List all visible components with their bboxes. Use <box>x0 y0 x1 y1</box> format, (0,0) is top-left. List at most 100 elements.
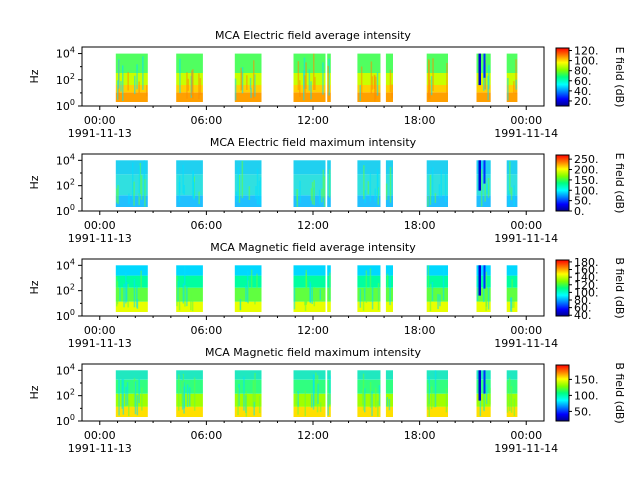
x-tick-label: 12:00 <box>297 429 329 442</box>
spectrogram-band <box>357 92 381 102</box>
spectrogram-streak <box>319 402 322 412</box>
spectrogram-streak <box>238 174 241 203</box>
spectrogram-band <box>176 265 203 276</box>
spectrogram-streak <box>487 178 490 198</box>
spectrogram-streak <box>508 190 510 206</box>
spectrogram-streak <box>483 53 486 78</box>
x-tick-label: 18:00 <box>404 114 436 127</box>
panel-title: MCA Magnetic field average intensity <box>210 241 416 254</box>
spectrogram-streak <box>429 284 432 302</box>
spectrogram-streak <box>515 79 517 90</box>
spectrogram-streak <box>293 287 296 310</box>
spectrogram-streak <box>249 77 252 90</box>
spectrogram-band <box>234 301 262 312</box>
data-block <box>506 265 518 312</box>
spectrogram-band <box>327 370 331 380</box>
spectrogram-band <box>385 174 393 196</box>
data-block <box>385 160 393 207</box>
y-axis-label: Hz <box>28 385 41 399</box>
data-block <box>506 370 518 417</box>
spectrogram-streak <box>374 188 376 202</box>
spectrogram-streak <box>479 394 482 417</box>
data-block <box>357 160 381 207</box>
spectrogram-band <box>506 92 518 102</box>
x-tick-label: 00:00 <box>84 429 116 442</box>
colorbar-tick-label: 140. <box>574 271 599 284</box>
data-block <box>426 53 448 102</box>
spectrogram-streak <box>513 398 516 417</box>
spectrogram-band <box>476 92 491 102</box>
data-block <box>506 160 518 207</box>
spectrogram-streak <box>310 81 312 100</box>
spectrogram-streak <box>511 279 513 308</box>
spectrogram-band <box>327 265 331 276</box>
spectrogram-band <box>234 92 262 102</box>
data-block <box>426 160 448 207</box>
colorbar-tick-label: 100. <box>574 286 599 299</box>
spectrogram-streak <box>127 284 129 308</box>
panel-title: MCA Electric field maximum intensity <box>210 136 417 149</box>
spectrogram-streak <box>259 177 262 205</box>
spectrogram-streak <box>252 380 255 408</box>
colorbar-label: E field (dB) <box>613 47 626 108</box>
spectrogram-band <box>234 72 262 85</box>
spectrogram-streak <box>299 80 301 97</box>
y-tick-label: 100 <box>56 98 75 113</box>
colorbar-gradient <box>555 259 570 317</box>
spectrogram-streak <box>240 67 242 91</box>
y-tick-label: 102 <box>56 283 75 298</box>
spectrogram-band <box>293 406 326 417</box>
spectrogram-streak <box>303 70 305 101</box>
colorbar-label: E field (dB) <box>613 153 626 214</box>
data-block <box>357 265 381 312</box>
spectrogram-streak <box>186 384 189 407</box>
spectrogram-streak <box>506 381 509 413</box>
spectrogram-streak <box>434 370 437 408</box>
spectrogram-band <box>327 301 331 312</box>
spectrogram-streak <box>439 294 441 307</box>
spectrogram-band <box>357 393 381 407</box>
spectrogram-streak <box>123 283 125 308</box>
spectrogram-streak <box>305 269 307 300</box>
colorbar-tick-label: 20. <box>574 95 592 108</box>
spectrogram-streak <box>375 387 377 408</box>
spectrogram-streak <box>428 376 430 405</box>
data-block <box>115 53 148 102</box>
x-tick-label: 12:00 <box>297 324 329 337</box>
spectrogram-streak <box>299 180 301 203</box>
spectrogram-streak <box>133 377 136 407</box>
y-tick-label: 102 <box>56 388 75 403</box>
spectrogram-band <box>506 85 518 93</box>
spectrogram-band <box>426 92 448 102</box>
spectrogram-streak <box>254 289 256 305</box>
colorbar-label: B field (dB) <box>613 257 626 318</box>
spectrogram-streak <box>254 373 256 408</box>
x-tick-label: 06:00 <box>191 429 223 442</box>
data-block <box>176 265 203 312</box>
spectrogram-streak <box>478 370 481 401</box>
spectrogram-streak <box>486 183 488 195</box>
spectrogram-band <box>176 195 203 207</box>
spectrogram-streak <box>318 189 321 205</box>
spectrogram-streak <box>364 388 366 413</box>
spectrogram-band <box>357 275 381 288</box>
spectrogram-streak <box>429 79 431 99</box>
spectrogram-streak <box>374 75 376 102</box>
x-tick-label: 00:00 <box>510 429 542 442</box>
spectrogram-streak <box>432 58 434 91</box>
spectrogram-streak <box>127 72 129 91</box>
data-block <box>234 370 262 417</box>
spectrogram-streak <box>193 377 196 411</box>
colorbar: 40.60.80.100.120.140.160.180. B field (dB… <box>555 256 626 322</box>
spectrogram-streak <box>317 383 319 404</box>
spectrogram-band <box>115 393 148 407</box>
spectrogram-streak <box>138 378 140 404</box>
spectrogram-streak <box>360 66 363 94</box>
spectrogram-streak <box>140 175 143 200</box>
spectrogram-streak <box>427 265 430 301</box>
data-block <box>293 370 326 417</box>
colorbar-tick-label: 0. <box>574 205 585 218</box>
spectrogram-streak <box>369 382 372 408</box>
spectrogram-streak <box>235 191 238 202</box>
spectrogram-streak <box>138 81 140 93</box>
